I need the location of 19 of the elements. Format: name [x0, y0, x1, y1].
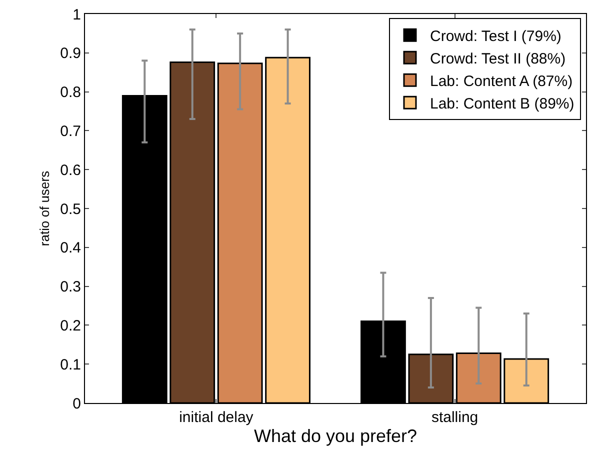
x-axis-title: What do you prefer? [254, 426, 418, 446]
y-tick-label: 0.6 [60, 162, 81, 179]
legend-label: Crowd: Test II (88%) [430, 50, 566, 68]
y-tick-label: 0.7 [60, 122, 81, 140]
y-tick-label: 0.1 [60, 356, 81, 374]
x-tick-label: stalling [431, 409, 478, 426]
y-tick-label: 0.2 [60, 317, 81, 334]
y-tick-label: 0.3 [60, 278, 81, 296]
y-tick-label: 0.8 [60, 84, 81, 102]
x-tick-label: initial delay [179, 409, 254, 426]
y-tick-label: 0.5 [60, 200, 81, 218]
y-axis-title: ratio of users [37, 170, 52, 246]
y-tick-label: 1 [72, 6, 81, 24]
y-tick-label: 0 [72, 395, 81, 412]
legend-label: Lab: Content A (87%) [430, 72, 573, 90]
y-tick-label: 0.9 [60, 45, 81, 62]
legend-label: Crowd: Test I (79%) [430, 28, 562, 45]
legend-label: Lab: Content B (89%) [430, 95, 574, 112]
y-tick-label: 0.4 [60, 240, 81, 257]
